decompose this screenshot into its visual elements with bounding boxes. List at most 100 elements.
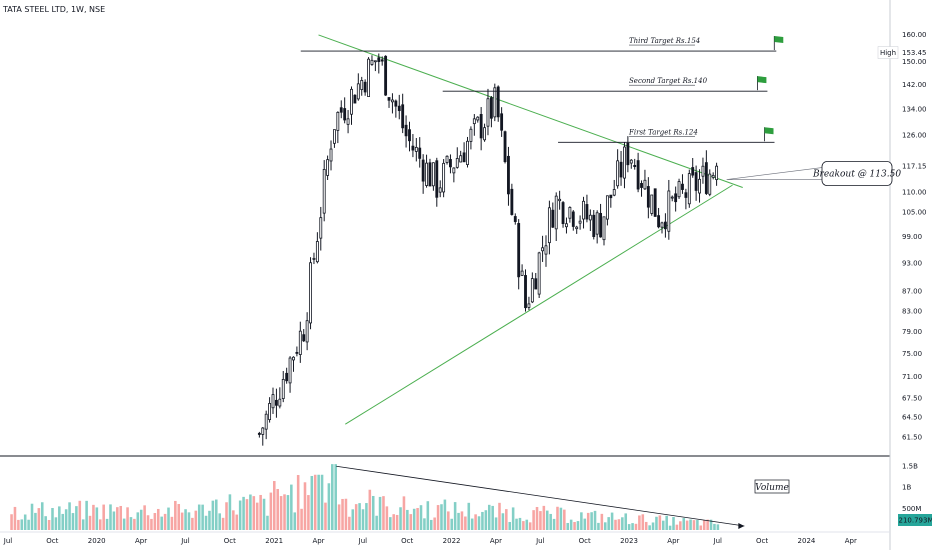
candle[interactable] xyxy=(466,140,469,165)
candle[interactable] xyxy=(329,148,333,162)
candle[interactable] xyxy=(489,97,493,119)
candle[interactable] xyxy=(582,200,585,220)
candle[interactable] xyxy=(530,278,534,303)
candle[interactable] xyxy=(561,202,565,225)
candle[interactable] xyxy=(298,330,302,355)
candle[interactable] xyxy=(455,158,459,168)
candle[interactable] xyxy=(646,186,650,208)
candle[interactable] xyxy=(476,116,480,121)
candle[interactable] xyxy=(708,173,712,195)
candle[interactable] xyxy=(445,155,449,163)
candle[interactable] xyxy=(684,192,688,198)
candle[interactable] xyxy=(592,214,596,237)
candle[interactable] xyxy=(408,129,411,142)
candle[interactable] xyxy=(496,86,500,118)
candle[interactable] xyxy=(326,159,330,176)
candle[interactable] xyxy=(507,155,510,195)
candle[interactable] xyxy=(520,270,524,276)
candle[interactable] xyxy=(373,60,377,63)
candle[interactable] xyxy=(663,221,667,230)
candle[interactable] xyxy=(367,58,370,97)
candle[interactable] xyxy=(261,427,265,435)
candle[interactable] xyxy=(322,169,326,214)
candle[interactable] xyxy=(428,162,432,187)
candle[interactable] xyxy=(391,99,394,103)
candle[interactable] xyxy=(578,220,582,224)
candle[interactable] xyxy=(418,147,422,159)
candle[interactable] xyxy=(387,97,391,101)
candle[interactable] xyxy=(302,334,306,342)
candle[interactable] xyxy=(333,129,336,144)
candle[interactable] xyxy=(493,87,497,118)
candle[interactable] xyxy=(305,320,309,343)
candle[interactable] xyxy=(554,195,558,230)
candle[interactable] xyxy=(681,183,684,190)
candle[interactable] xyxy=(401,104,405,129)
candle[interactable] xyxy=(360,80,364,90)
candle[interactable] xyxy=(397,105,401,112)
candle[interactable] xyxy=(551,209,555,228)
candle[interactable] xyxy=(629,159,633,164)
candle[interactable] xyxy=(633,165,637,168)
candle[interactable] xyxy=(264,413,268,430)
candle[interactable] xyxy=(565,223,568,228)
candle[interactable] xyxy=(636,160,640,190)
candle[interactable] xyxy=(643,179,647,190)
candle[interactable] xyxy=(315,241,319,263)
candle[interactable] xyxy=(588,214,592,221)
candle[interactable] xyxy=(585,204,589,220)
candle[interactable] xyxy=(472,118,476,125)
candle[interactable] xyxy=(667,190,671,232)
candle[interactable] xyxy=(558,198,562,202)
candle[interactable] xyxy=(370,59,374,65)
candle[interactable] xyxy=(350,88,353,115)
candle[interactable] xyxy=(346,118,350,125)
candle[interactable] xyxy=(421,159,425,182)
candle[interactable] xyxy=(435,160,439,198)
candle[interactable] xyxy=(674,193,678,203)
candle[interactable] xyxy=(431,162,435,187)
candle[interactable] xyxy=(442,162,446,193)
candle[interactable] xyxy=(486,98,490,127)
candle[interactable] xyxy=(384,55,388,96)
candle[interactable] xyxy=(271,394,275,409)
candle[interactable] xyxy=(339,107,343,113)
candle[interactable] xyxy=(281,379,285,399)
candle[interactable] xyxy=(353,94,357,104)
candle[interactable] xyxy=(257,432,261,435)
candle[interactable] xyxy=(380,59,384,62)
candle[interactable] xyxy=(711,174,715,178)
candle[interactable] xyxy=(288,357,292,384)
candle[interactable] xyxy=(694,172,698,191)
candle[interactable] xyxy=(640,183,643,188)
candle[interactable] xyxy=(292,356,295,361)
candle[interactable] xyxy=(527,303,531,308)
candle[interactable] xyxy=(616,160,620,187)
candle[interactable] xyxy=(687,173,691,205)
candle[interactable] xyxy=(619,161,623,178)
candle[interactable] xyxy=(394,100,398,107)
candle[interactable] xyxy=(537,252,541,295)
candle[interactable] xyxy=(612,189,616,196)
candle[interactable] xyxy=(513,216,517,222)
candle[interactable] xyxy=(377,57,381,62)
candle[interactable] xyxy=(568,207,572,219)
candle[interactable] xyxy=(599,212,603,238)
candle[interactable] xyxy=(677,181,681,198)
candle[interactable] xyxy=(626,142,630,166)
candle[interactable] xyxy=(479,114,483,139)
candle[interactable] xyxy=(524,275,527,309)
candle[interactable] xyxy=(438,187,442,193)
candle[interactable] xyxy=(609,194,613,199)
candle[interactable] xyxy=(469,128,473,142)
candle[interactable] xyxy=(411,145,415,151)
candle[interactable] xyxy=(295,351,299,354)
candle[interactable] xyxy=(275,399,278,406)
candle[interactable] xyxy=(510,188,514,215)
candle[interactable] xyxy=(602,216,606,241)
candle[interactable] xyxy=(309,262,312,324)
candle[interactable] xyxy=(541,247,544,252)
candle[interactable] xyxy=(336,111,340,131)
candle[interactable] xyxy=(704,162,708,194)
